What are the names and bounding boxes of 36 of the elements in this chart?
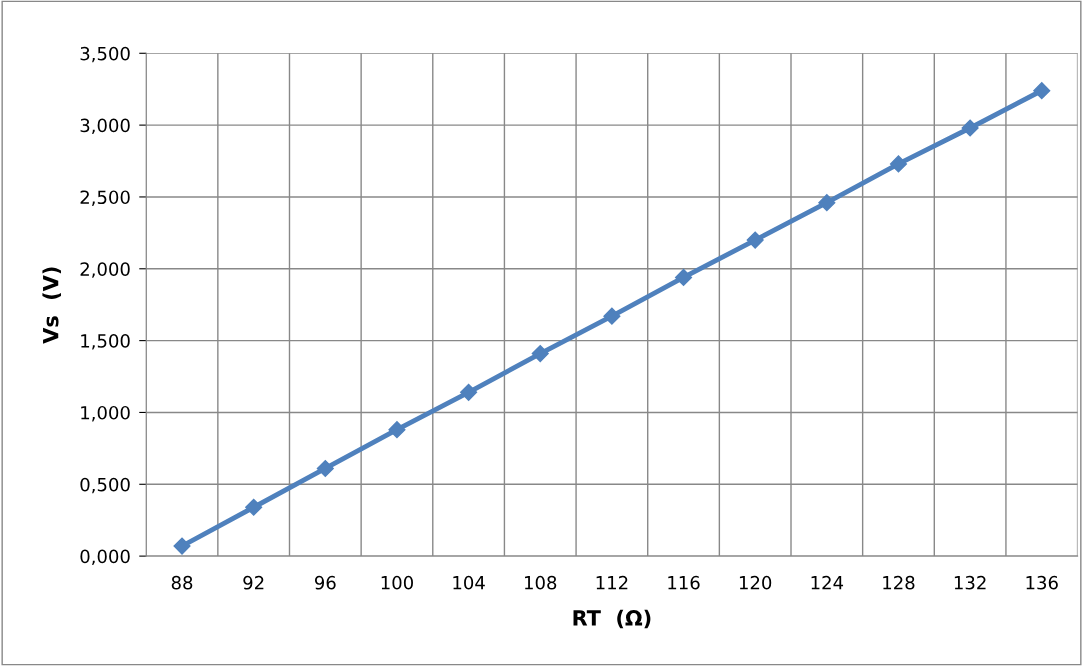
- point: [746, 231, 764, 249]
- point: [173, 537, 191, 555]
- point: [316, 459, 334, 478]
- x-tick-label: 132: [954, 575, 986, 590]
- y-tick-label: 1,500: [81, 334, 130, 350]
- x-tick-label: 96: [314, 575, 336, 590]
- y-tick-label: 3,000: [80, 118, 130, 135]
- y-tick-label: 2,500: [80, 190, 130, 206]
- x-tick-label: 120: [739, 575, 772, 590]
- point: [388, 421, 406, 439]
- point: [245, 498, 263, 516]
- y-tick-label: 2,000: [80, 262, 130, 278]
- x-tick-label: 108: [525, 575, 557, 590]
- point: [1033, 82, 1051, 100]
- x-tick-label: 104: [453, 575, 485, 590]
- y-axis-title: Vs (V): [42, 267, 61, 344]
- point: [818, 194, 836, 212]
- y-tick-label: 0,000: [80, 549, 130, 566]
- point: [961, 119, 979, 137]
- x-tick-label: 112: [596, 575, 628, 590]
- point: [531, 344, 549, 363]
- point: [603, 307, 621, 325]
- x-tick-label: 136: [1026, 575, 1058, 590]
- x-tick-label: 128: [883, 575, 915, 590]
- y-tick-label: 0,500: [80, 477, 130, 494]
- point: [674, 268, 693, 286]
- point: [460, 383, 478, 401]
- y-tick-label: 1,000: [81, 405, 130, 422]
- y-tick-label: 3,500: [80, 46, 130, 63]
- x-tick-label: 116: [668, 575, 700, 590]
- point: [889, 155, 908, 173]
- x-tick-label: 124: [811, 575, 844, 590]
- x-tick-label: 88: [171, 575, 193, 590]
- x-axis-title: RT (Ω): [573, 609, 651, 629]
- x-tick-label: 92: [243, 575, 264, 590]
- x-tick-label: 100: [381, 575, 413, 590]
